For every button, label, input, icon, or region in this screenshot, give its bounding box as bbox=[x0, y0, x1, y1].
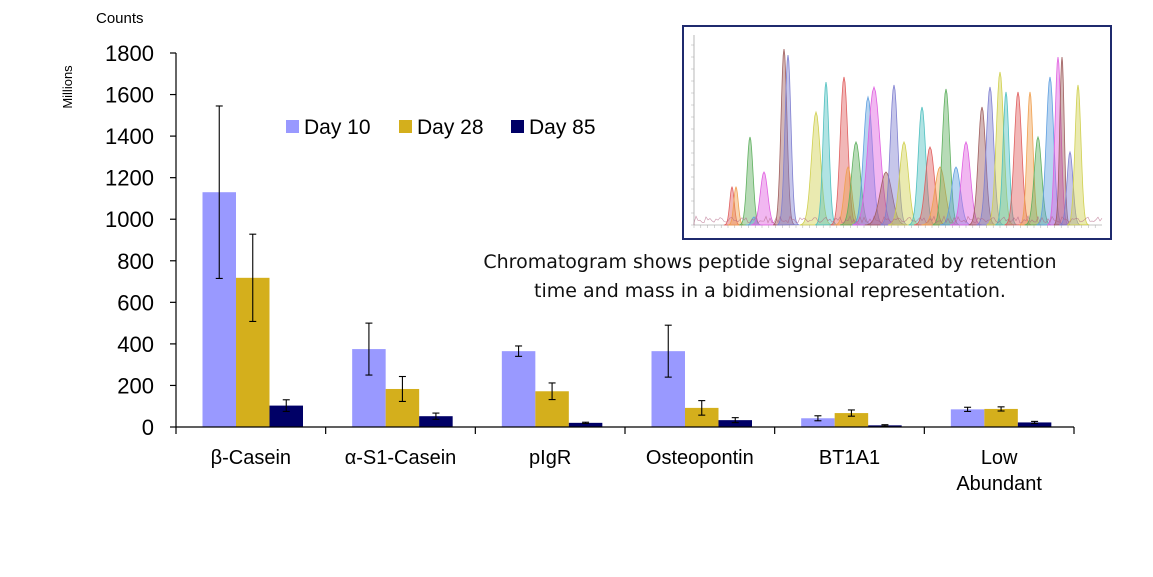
bar-day-28 bbox=[984, 408, 1018, 427]
x-tick-label: Osteopontin bbox=[646, 447, 754, 469]
y-tick-label: 600 bbox=[117, 290, 154, 315]
y-tick-label: 1800 bbox=[105, 41, 154, 66]
y-tick-label: 200 bbox=[117, 373, 154, 398]
y-tick-label: 1400 bbox=[105, 124, 154, 149]
legend-label: Day 28 bbox=[417, 116, 484, 139]
error-bars bbox=[215, 105, 1039, 427]
bar-day-85 bbox=[269, 405, 303, 427]
y-tick-label: 800 bbox=[117, 249, 154, 274]
error-bar bbox=[698, 400, 706, 416]
y-tick-label: 0 bbox=[142, 415, 154, 440]
x-tick-label: Low Abundant bbox=[956, 447, 1042, 495]
legend: Day 10 Day 28 Day 85 bbox=[286, 116, 596, 139]
x-tick-label: pIgR bbox=[529, 447, 571, 469]
y-tick-label: 1600 bbox=[105, 83, 154, 108]
y-axis-ticks: 0 200 400 600 800 1000 1200 1400 1600 1800 bbox=[105, 41, 176, 440]
error-bar bbox=[814, 415, 822, 422]
inset-caption: Chromatogram shows peptide signal separa… bbox=[440, 248, 1100, 306]
bar-day-28 bbox=[685, 407, 719, 427]
error-bar bbox=[731, 417, 739, 424]
error-bar bbox=[432, 412, 440, 420]
y-axis-label: Millions bbox=[60, 65, 75, 109]
bar-day-28 bbox=[834, 413, 869, 427]
caption-line-2: time and mass in a bidimensional represe… bbox=[534, 280, 1006, 302]
error-bar bbox=[582, 421, 590, 425]
chromatogram-inset bbox=[682, 25, 1112, 240]
error-bar bbox=[664, 324, 672, 378]
error-bar bbox=[515, 345, 523, 357]
caption-line-1: Chromatogram shows peptide signal separa… bbox=[483, 251, 1057, 273]
legend-swatch bbox=[511, 120, 524, 133]
x-axis-ticks bbox=[175, 427, 1075, 434]
x-tick-label: β-Casein bbox=[211, 447, 291, 469]
bar-day-10 bbox=[501, 351, 536, 427]
legend-swatch bbox=[399, 120, 412, 133]
legend-label: Day 10 bbox=[304, 116, 371, 139]
x-axis-labels: β-Casein α-S1-Casein pIgR Osteopontin BT1A1 L… bbox=[211, 447, 1043, 495]
bar-day-85 bbox=[568, 422, 603, 427]
y-tick-label: 1200 bbox=[105, 166, 154, 191]
error-bar bbox=[365, 322, 373, 376]
error-bar bbox=[548, 382, 556, 401]
legend-swatch bbox=[286, 120, 299, 133]
error-bar bbox=[847, 409, 855, 417]
y-tick-label: 400 bbox=[117, 332, 154, 357]
chromatogram-plot bbox=[691, 35, 1103, 228]
legend-label: Day 85 bbox=[529, 116, 596, 139]
unit-label: Counts bbox=[96, 10, 144, 27]
error-bar bbox=[282, 399, 290, 412]
error-bar bbox=[249, 233, 257, 322]
bar-day-85 bbox=[1017, 422, 1052, 427]
bar-day-10 bbox=[950, 409, 985, 427]
bar-day-85 bbox=[419, 416, 453, 427]
error-bar bbox=[1031, 420, 1039, 425]
x-tick-label: α-S1-Casein bbox=[345, 447, 457, 469]
bar-day-85 bbox=[718, 420, 752, 427]
y-tick-label: 1000 bbox=[105, 207, 154, 232]
bar-day-10 bbox=[801, 418, 835, 427]
error-bar bbox=[215, 105, 223, 279]
error-bar bbox=[964, 406, 972, 412]
error-bar bbox=[881, 424, 889, 427]
x-tick-label: BT1A1 bbox=[819, 447, 880, 469]
error-bar bbox=[997, 406, 1005, 412]
error-bar bbox=[398, 375, 406, 402]
